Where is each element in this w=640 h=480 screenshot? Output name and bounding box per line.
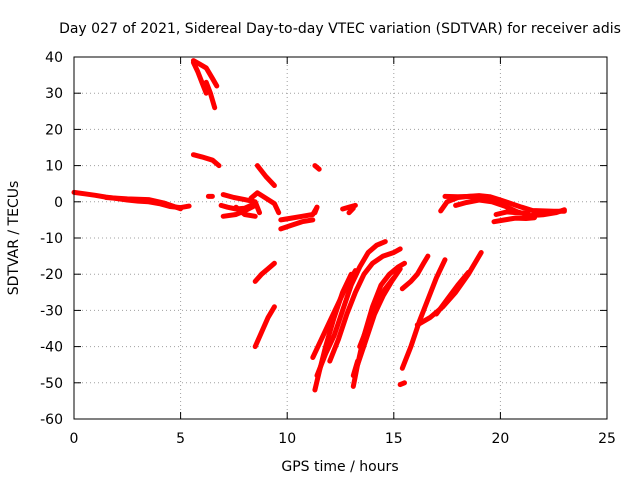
y-tick-label: 0: [54, 195, 63, 211]
ticks: [73, 56, 608, 420]
data-series-arc-34: [433, 269, 471, 317]
y-tick-label: 30: [45, 86, 63, 102]
data-series-arc-5: [203, 79, 218, 111]
data-series-arc-18: [312, 204, 320, 216]
y-tick-label: -10: [40, 231, 63, 247]
y-axis-label: SDTVAR / TECUs: [6, 181, 22, 296]
y-tick-label: -30: [40, 303, 63, 319]
y-tick-label: -60: [40, 412, 63, 428]
data-series-arc-11: [233, 204, 258, 219]
data-series-arc-12: [254, 163, 277, 188]
data-series-arc-14: [252, 260, 277, 284]
y-tick-label: -50: [40, 376, 63, 392]
chart-title: Day 027 of 2021, Sidereal Day-to-day VTE…: [59, 21, 621, 37]
plot-frame: [73, 56, 608, 420]
data-series-arc-33: [414, 250, 484, 328]
x-tick-label: 0: [70, 431, 79, 447]
x-tick-label: 20: [491, 431, 509, 447]
x-tick-labels: 0 5 10 15 20 25: [70, 431, 616, 447]
x-axis-label: GPS time / hours: [281, 459, 398, 475]
y-tick-label: 10: [45, 159, 63, 175]
data-series-arc-36: [442, 193, 499, 203]
data-series-arc-25: [346, 205, 356, 216]
data-series-arc-23: [327, 246, 403, 364]
data-series-arc-2: [103, 195, 184, 212]
data-series-arc-21: [314, 239, 388, 379]
y-tick-label: 40: [45, 50, 63, 66]
data-series-arc-19: [312, 163, 322, 172]
y-tick-label: 20: [45, 122, 63, 138]
data-series-arc-31: [399, 257, 448, 371]
data-series-arc-29: [357, 275, 397, 350]
series-layer: [71, 58, 567, 393]
x-tick-label: 25: [598, 431, 616, 447]
data-series-arc-13: [248, 190, 282, 216]
data-series-arc-22: [310, 268, 358, 360]
grid: [74, 57, 607, 419]
x-tick-label: 10: [278, 431, 296, 447]
data-series-arc-17: [278, 217, 316, 232]
data-series-arc-32: [399, 253, 431, 292]
data-series-arc-3: [190, 58, 220, 89]
y-tick-labels: 40 30 20 10 0 -10 -20 -30 -40 -50 -60: [40, 50, 63, 428]
y-tick-label: -20: [40, 267, 63, 283]
data-series-arc-30: [397, 380, 407, 388]
data-series-arc-15: [252, 304, 277, 350]
y-tick-label: -40: [40, 340, 63, 356]
data-series-arc-28: [355, 266, 403, 368]
data-series-arc-6: [190, 152, 222, 169]
x-tick-label: 15: [385, 431, 403, 447]
data-series-arc-39: [493, 209, 531, 217]
data-series-arc-38: [491, 215, 537, 225]
data-series-arc-37: [453, 197, 567, 219]
data-series-arc-4: [190, 59, 209, 96]
x-tick-label: 5: [176, 431, 185, 447]
